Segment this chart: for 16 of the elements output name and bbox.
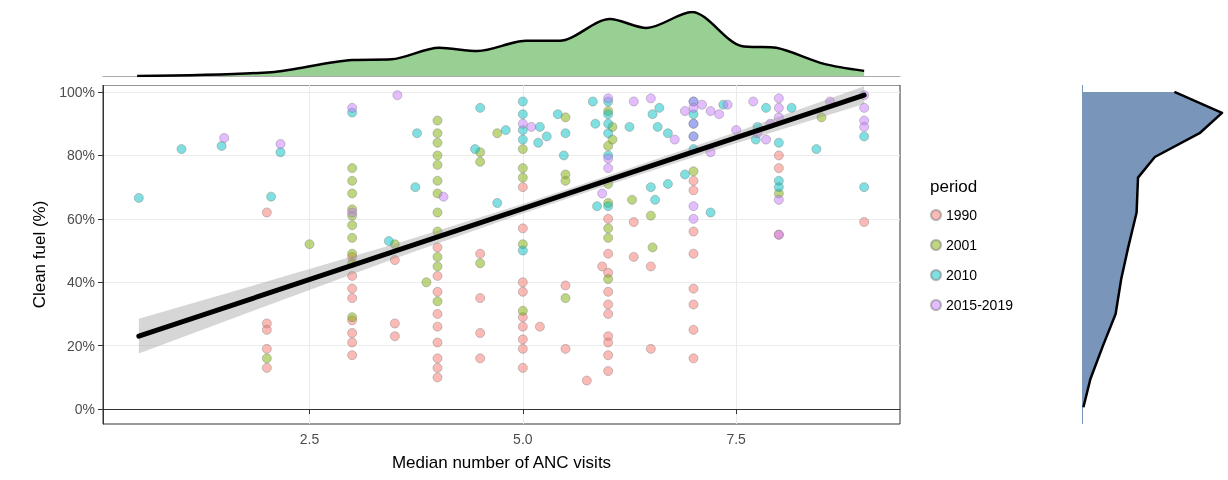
y-axis-title: Clean fuel (%) xyxy=(30,200,50,309)
y-tick-label: 40% xyxy=(66,274,95,291)
legend-label: 2015-2019 xyxy=(946,297,1014,313)
legend-label: 2010 xyxy=(946,267,978,283)
y-tick-label: 20% xyxy=(66,337,95,354)
legend-label: 2001 xyxy=(946,237,978,253)
y-tick-label: 80% xyxy=(66,147,95,164)
x-tick-label: 7.5 xyxy=(726,431,747,447)
x-tick-label: 2.5 xyxy=(299,431,320,447)
y-tick-label: 0% xyxy=(74,401,95,418)
y-tick-label: 60% xyxy=(66,210,95,227)
y-tick-label: 100% xyxy=(59,84,95,100)
legend-label: 1990 xyxy=(946,207,978,223)
x-tick-label: 5.0 xyxy=(513,431,533,447)
legend-title: period xyxy=(930,177,978,196)
x-axis-title: Median number of ANC visits xyxy=(391,453,612,472)
